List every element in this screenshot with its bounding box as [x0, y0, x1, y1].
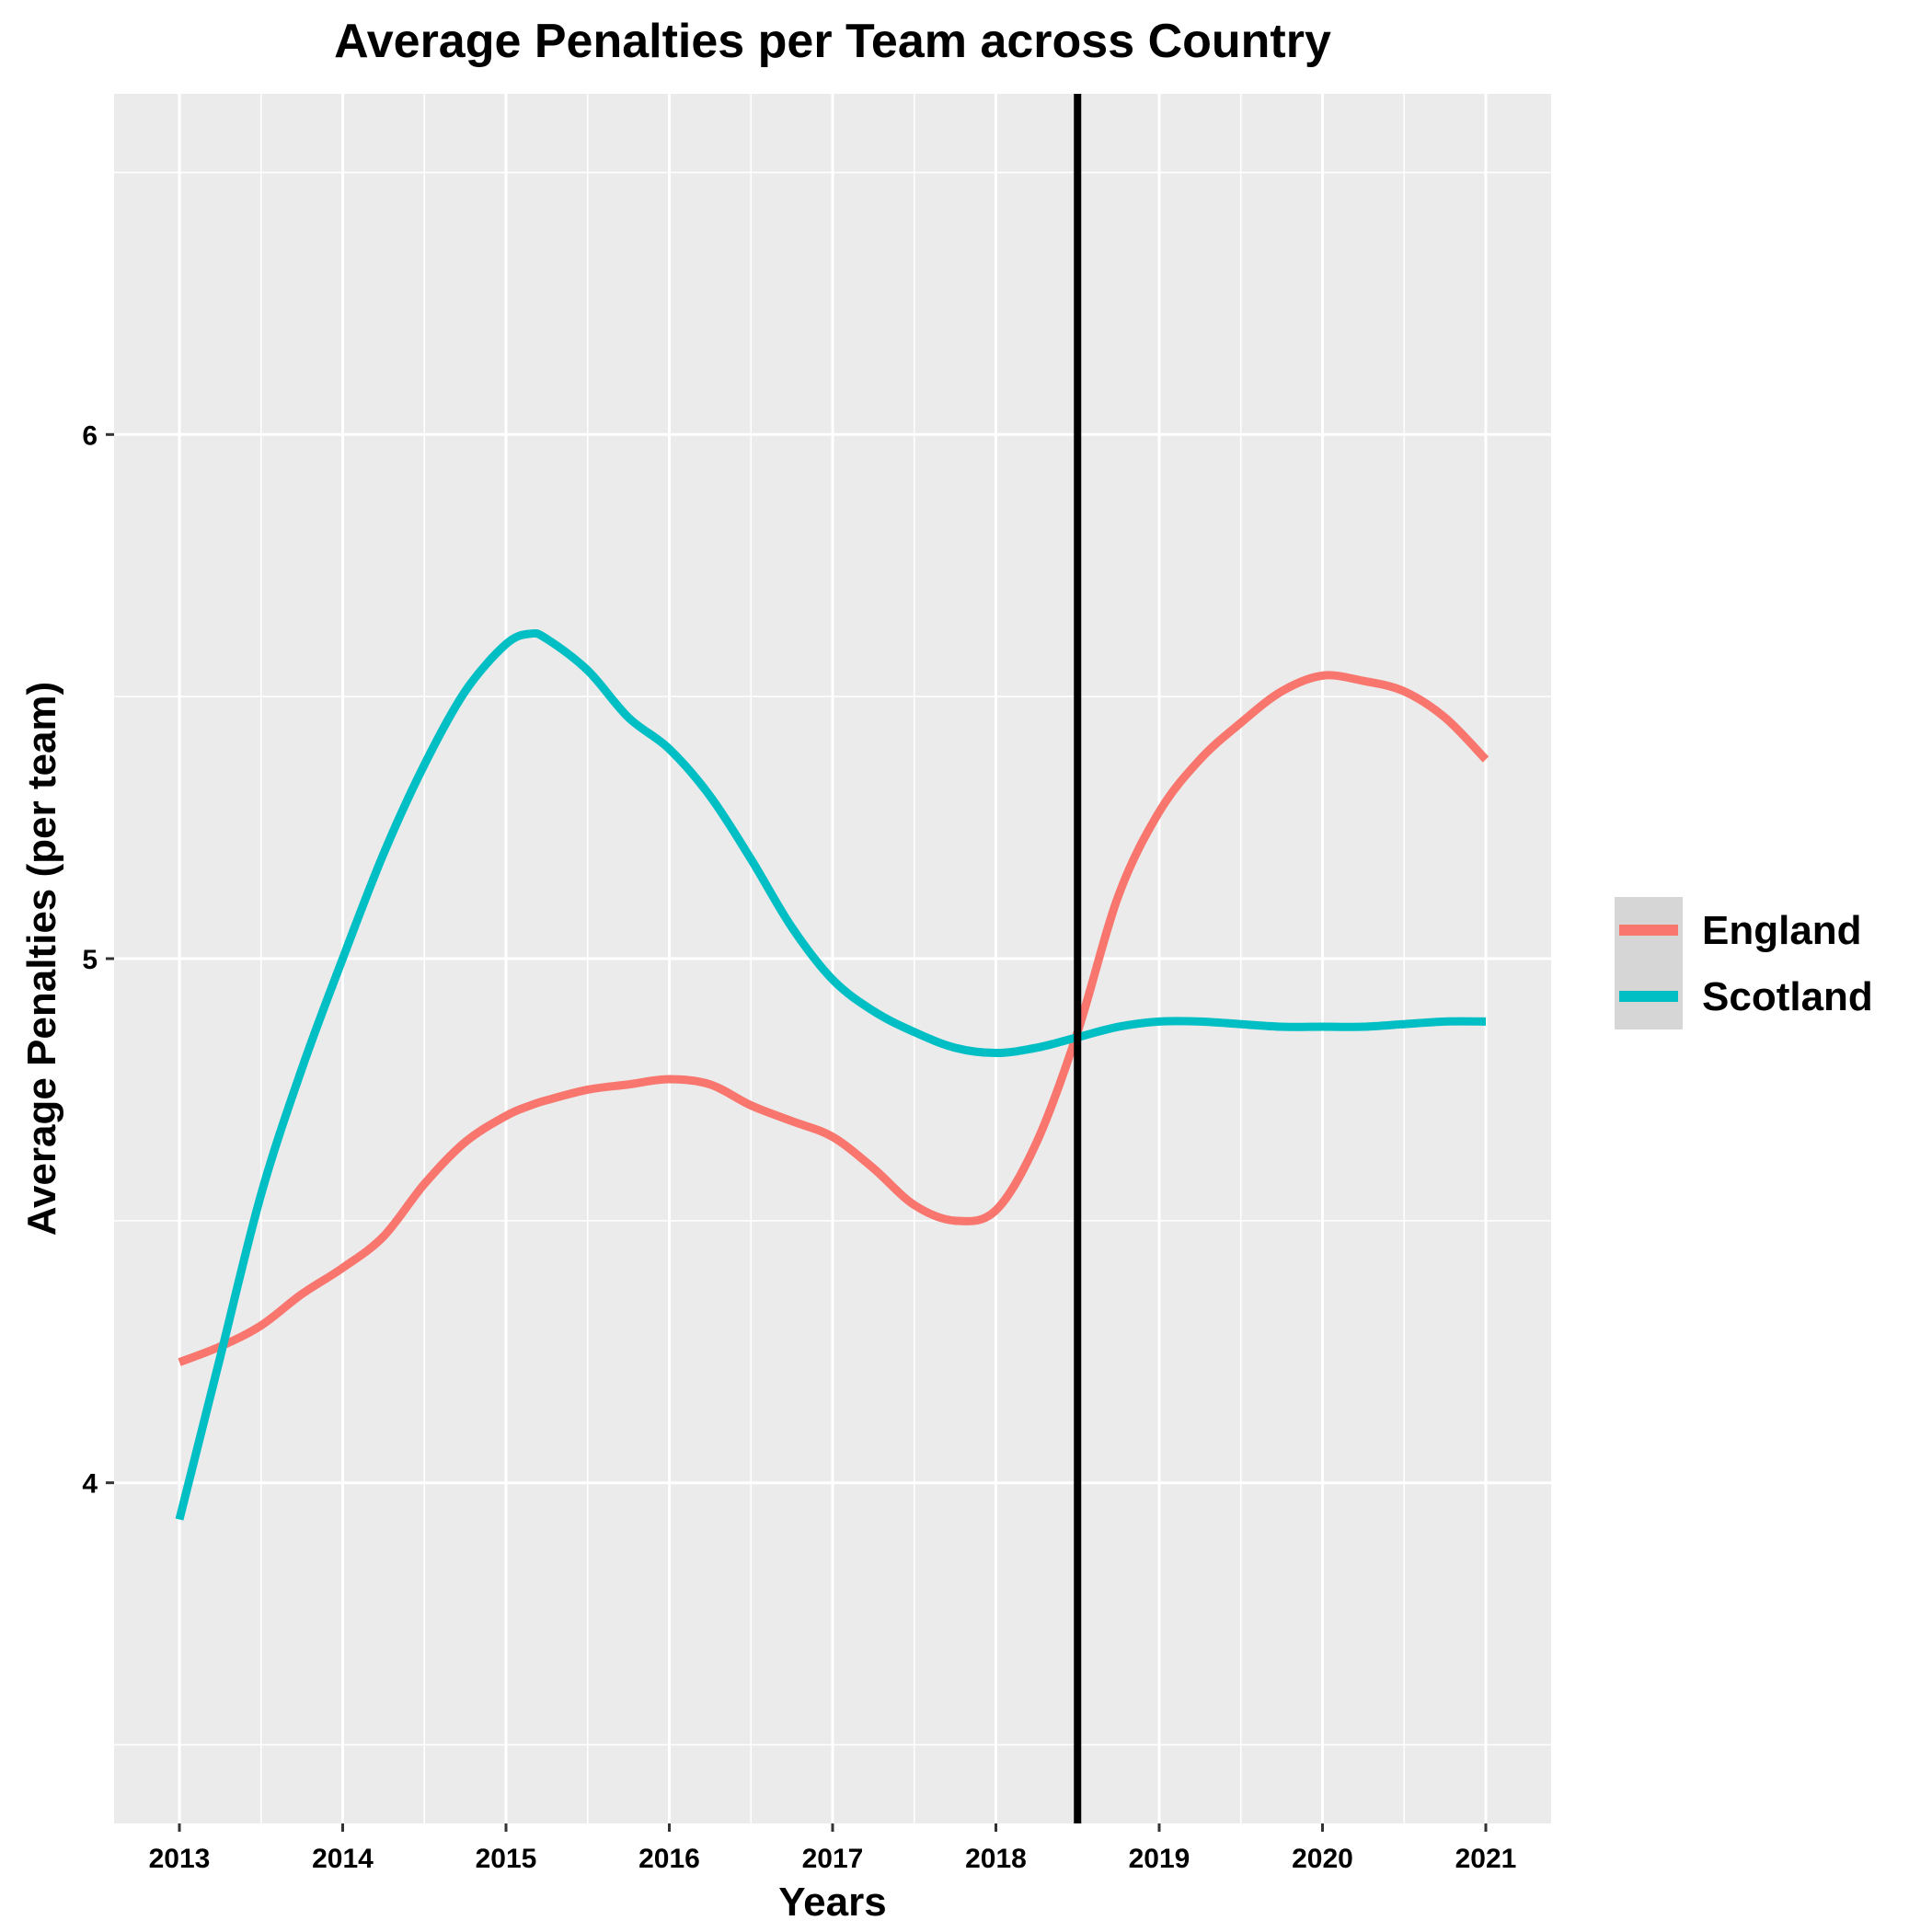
series-line-scotland [175, 628, 1487, 1521]
x-tick-label: 2016 [638, 1844, 700, 1874]
x-tick-label: 2015 [476, 1844, 537, 1874]
y-tick-label: 5 [82, 945, 98, 975]
y-tick-label: 4 [82, 1469, 98, 1500]
x-tick-label: 2021 [1455, 1844, 1517, 1874]
x-tick-label: 2019 [1129, 1844, 1190, 1874]
major-gridlines [114, 94, 1551, 1823]
x-tick-label: 2013 [149, 1844, 211, 1874]
y-tick-label: 6 [82, 420, 98, 451]
legend: England Scotland [1615, 897, 1873, 1029]
x-tick-label: 2017 [802, 1844, 864, 1874]
x-tick-label: 2014 [312, 1844, 374, 1874]
x-tick-label: 2020 [1292, 1844, 1353, 1874]
series-line-england [178, 671, 1489, 1366]
x-axis-title: Years [778, 1880, 886, 1925]
x-tick-label: 2018 [965, 1844, 1027, 1874]
legend-label-scotland: Scotland [1702, 974, 1873, 1019]
y-axis-ticks: 4 5 6 [82, 420, 114, 1500]
legend-label-england: England [1702, 908, 1862, 953]
chart-title: Average Penalties per Team across Countr… [334, 15, 1331, 68]
x-axis-ticks: 2013 2014 2015 2016 2017 2018 2019 2020 2021 [149, 1823, 1517, 1874]
y-axis-title: Average Penalties (per team) [19, 682, 64, 1236]
series-lines [175, 628, 1489, 1521]
